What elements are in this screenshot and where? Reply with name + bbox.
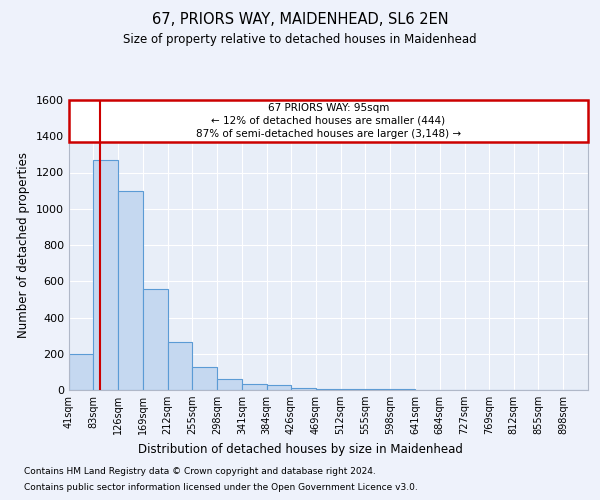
Text: Contains HM Land Registry data © Crown copyright and database right 2024.: Contains HM Land Registry data © Crown c… — [24, 468, 376, 476]
Bar — [118, 190, 143, 390]
Text: 67, PRIORS WAY, MAIDENHEAD, SL6 2EN: 67, PRIORS WAY, MAIDENHEAD, SL6 2EN — [152, 12, 448, 28]
Bar — [193, 368, 217, 390]
Bar — [167, 342, 193, 390]
Text: Size of property relative to detached houses in Maidenhead: Size of property relative to detached ho… — [123, 32, 477, 46]
Y-axis label: Number of detached properties: Number of detached properties — [17, 152, 31, 338]
Bar — [341, 389, 365, 390]
Text: 67 PRIORS WAY: 95sqm
← 12% of detached houses are smaller (444)
87% of semi-deta: 67 PRIORS WAY: 95sqm ← 12% of detached h… — [196, 102, 461, 139]
Bar — [242, 384, 267, 390]
Bar — [267, 386, 291, 390]
FancyBboxPatch shape — [69, 100, 588, 141]
Bar — [316, 388, 341, 390]
Bar — [217, 379, 242, 390]
Bar — [69, 354, 93, 390]
Text: Contains public sector information licensed under the Open Government Licence v3: Contains public sector information licen… — [24, 482, 418, 492]
Bar — [93, 160, 118, 390]
Bar — [143, 288, 167, 390]
Bar — [291, 388, 316, 390]
Text: Distribution of detached houses by size in Maidenhead: Distribution of detached houses by size … — [137, 442, 463, 456]
